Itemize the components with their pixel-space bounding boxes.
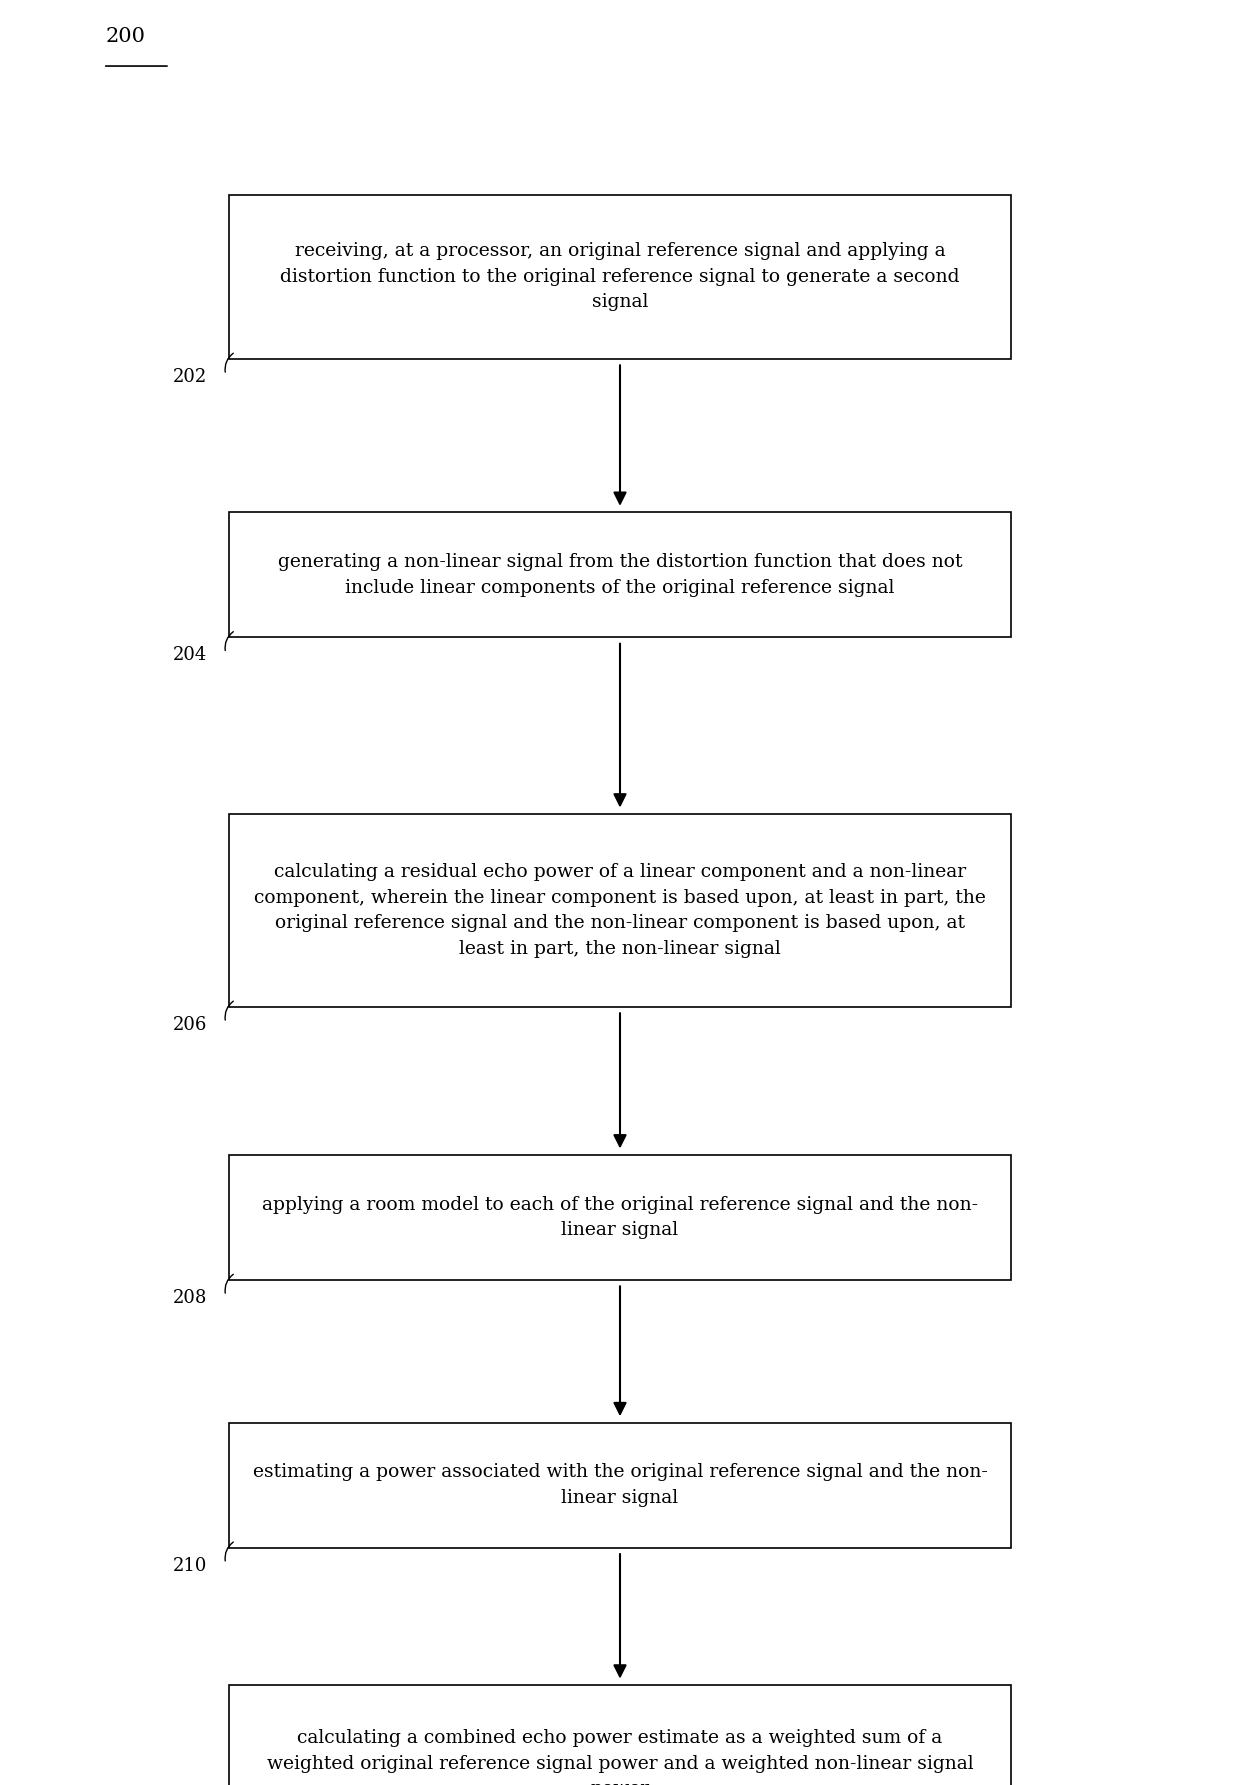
Text: calculating a residual echo power of a linear component and a non-linear
compone: calculating a residual echo power of a l…: [254, 862, 986, 959]
Bar: [229, 1423, 1011, 1548]
Text: 206: 206: [172, 1016, 207, 1034]
Text: 202: 202: [172, 368, 207, 386]
Text: estimating a power associated with the original reference signal and the non-
li: estimating a power associated with the o…: [253, 1464, 987, 1507]
Text: 204: 204: [172, 646, 207, 664]
Text: 200: 200: [105, 27, 145, 46]
Text: generating a non-linear signal from the distortion function that does not
includ: generating a non-linear signal from the …: [278, 553, 962, 596]
Text: receiving, at a processor, an original reference signal and applying a
distortio: receiving, at a processor, an original r…: [280, 243, 960, 311]
Text: 210: 210: [172, 1557, 207, 1574]
Bar: [229, 814, 1011, 1007]
Bar: [229, 1155, 1011, 1280]
Text: 208: 208: [172, 1289, 207, 1307]
Bar: [229, 512, 1011, 637]
Bar: [229, 195, 1011, 359]
Text: applying a room model to each of the original reference signal and the non-
line: applying a room model to each of the ori…: [262, 1196, 978, 1239]
Bar: [229, 1685, 1011, 1785]
Text: calculating a combined echo power estimate as a weighted sum of a
weighted origi: calculating a combined echo power estima…: [267, 1730, 973, 1785]
